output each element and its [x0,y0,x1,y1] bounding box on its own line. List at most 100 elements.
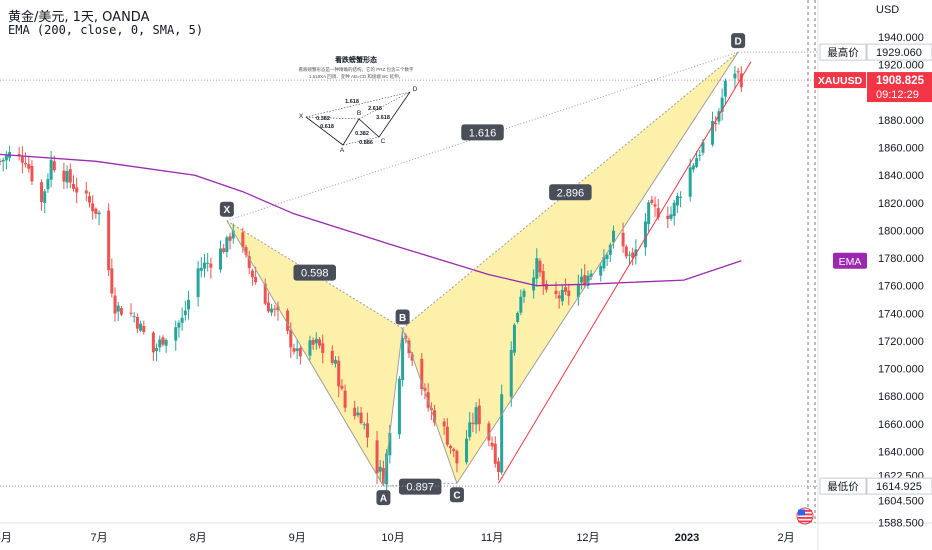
pattern-point-b: B [399,313,406,324]
candle-body [196,268,200,298]
candle-body [183,310,187,316]
pattern-point-b-badge [395,309,410,325]
y-tick-label: 1940.000 [878,32,924,44]
y-tick-label: 1840.000 [878,170,924,182]
candle-body [410,354,414,361]
candle-body [538,260,542,273]
candle-body [353,407,357,417]
candle-body [691,165,695,170]
candle-body [203,262,206,269]
pattern-point-c-badge [449,487,464,503]
candle-body [199,267,203,271]
high-label-badge [819,43,867,61]
annotation-line-2: 1.618XA 回调、变种 AB=CD 和极端 BC 延伸。 [309,73,403,80]
candle-body [71,183,75,189]
symbol-label: XAUUSD [818,75,863,87]
y-tick-label: 1780.000 [878,253,924,265]
candle-body [452,449,456,452]
candle-body [624,246,628,257]
candle-body [535,258,539,279]
low-label-badge [819,477,867,495]
y-tick-label: 1720.000 [878,336,924,348]
pattern-point-c: C [453,491,460,502]
candle-body [512,324,516,353]
annotation-line-1: 看跌螃蟹形态是一种精确的结构，它的 PRZ 包含三个数字 [299,66,414,73]
candle-body [318,339,322,346]
annotation-diagram-ratio: 0.618 [320,124,334,130]
candle-body [714,123,718,125]
pattern-overlays: X A B C D 0.598 0.897 2.896 1.616 [0,0,818,523]
candle-body [554,290,558,295]
candle-body [321,343,325,353]
candle-body [311,339,315,345]
candle-body [698,154,702,156]
candle-body [522,290,526,297]
candle-body [465,438,469,463]
candle-body [356,412,360,416]
candle-body [675,196,679,206]
us-flag-stripe [798,520,812,523]
candle-body [0,161,2,163]
candle-body [225,237,229,253]
candle-body [608,244,612,255]
us-flag-canton [798,509,805,516]
candle-body [250,270,254,278]
symbol-legend[interactable]: 黄金/美元, 1天, OANDA [8,10,150,25]
candle-body [84,190,88,194]
candle-body [17,153,21,155]
y-tick-label: 1640.000 [878,446,924,458]
candle-body [187,299,191,310]
candle-body [560,289,564,302]
candle-body [289,329,293,348]
candle-body [500,394,504,473]
candle-body [43,191,47,203]
ratio-abc: 0.897 [406,482,434,494]
candle-body [75,187,79,193]
pattern-point-d-badge [731,33,746,49]
candle-body [496,461,500,472]
candle-body [621,232,625,247]
candle-body [337,360,341,387]
y-tick-label: 1800.000 [878,225,924,237]
price-labels: 最高价 1929.060 XAUUSD 1908.825 09:12:29 EMA 最低价 1… [814,43,932,495]
candle-body [487,423,491,441]
candle-body [567,290,571,297]
candle-body [97,212,101,215]
pattern-leg-xa [226,220,384,487]
y-tick-label: 1660.000 [878,419,924,431]
candle-body [94,208,98,214]
candle-body [449,445,453,449]
currency-label: USD [876,4,900,16]
ratio-bcd-badge [549,184,592,201]
y-tick-label: 1860.000 [878,143,924,155]
ratio-xad-badge [461,124,504,141]
ratio-bcd: 2.896 [557,187,585,199]
candle-body [68,169,72,183]
candle-body [65,170,69,183]
candle-body [110,268,114,294]
x-tick-label: 9月 [289,532,306,544]
indicator-legend[interactable]: EMA (200, close, 0, SMA, 5) [8,23,204,37]
candle-body [519,296,523,313]
pattern-point-x: X [224,205,231,216]
candle-body [164,339,168,346]
annotation-diagram-x: X [299,113,304,120]
x-tick-label: 11月 [481,532,503,544]
pattern-point-d: D [735,37,742,48]
time-axis[interactable]: 6月 7月 8月 9月 10月 11月 12月 2023 2月 [0,507,814,544]
candle-body [244,247,248,255]
pattern-leg-cd [456,51,739,484]
ema-label-badge [833,252,867,269]
candle-body [4,155,8,161]
x-tick-label: 2月 [777,532,794,544]
annotation-diagram-b: B [357,110,361,117]
candle-body [129,312,133,314]
annotation-diagram-c: C [381,138,386,145]
candle-body [177,322,181,328]
candle-body [314,338,318,344]
pattern-leg-ab [382,328,404,487]
price-axis[interactable]: 1940.0001920.0001900.0001880.0001860.000… [878,32,924,530]
